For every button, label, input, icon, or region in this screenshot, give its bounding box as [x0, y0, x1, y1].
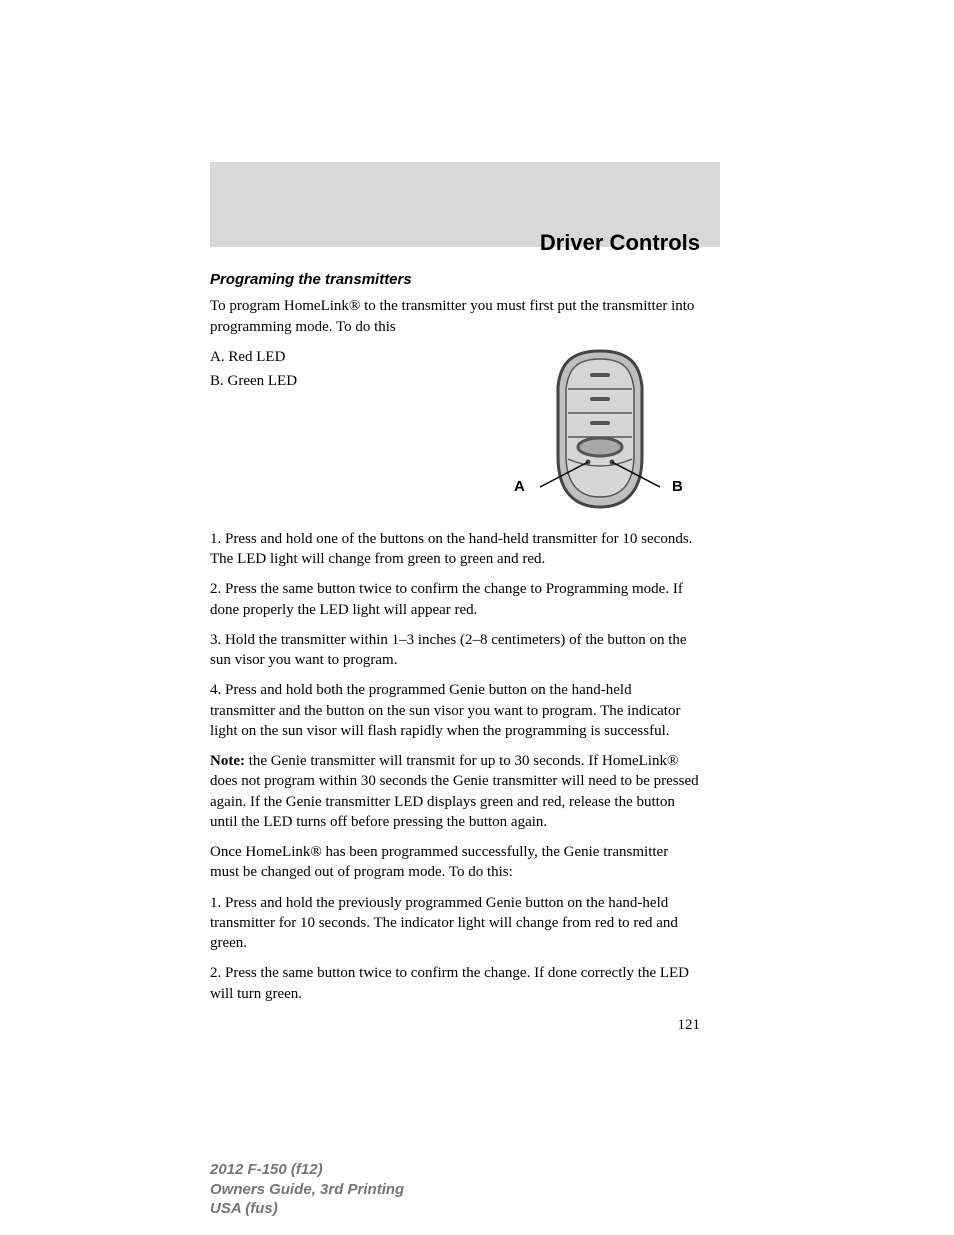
footer-line-2: Owners Guide, 3rd Printing	[210, 1180, 700, 1200]
page-number: 121	[210, 1017, 700, 1034]
step-3: 3. Hold the transmitter within 1–3 inche…	[210, 630, 700, 671]
exit-step-2: 2. Press the same button twice to confir…	[210, 963, 700, 1004]
footer-block: 2012 F-150 (f12) Owners Guide, 3rd Print…	[210, 1160, 700, 1219]
exit-step-1: 1. Press and hold the previously program…	[210, 893, 700, 954]
after-paragraph: Once HomeLink® has been programmed succe…	[210, 842, 700, 883]
step-1: 1. Press and hold one of the buttons on …	[210, 529, 700, 570]
transmitter-diagram: A B	[500, 347, 700, 517]
subheading: Programing the transmitters	[210, 270, 700, 290]
step-4: 4. Press and hold both the programmed Ge…	[210, 680, 700, 741]
led-b-label: B. Green LED	[210, 371, 490, 391]
led-legend: A. Red LED B. Green LED	[210, 347, 490, 517]
footer-line-3: USA (fus)	[210, 1199, 700, 1219]
footer-code2: (fus)	[245, 1200, 278, 1217]
diagram-label-b: B	[672, 477, 683, 497]
note-text: the Genie transmitter will transmit for …	[210, 753, 699, 830]
diagram-label-a: A	[514, 477, 525, 497]
footer-region: USA	[210, 1200, 245, 1217]
page-content: Programing the transmitters To program H…	[210, 270, 700, 1014]
footer-code1: (f12)	[291, 1161, 323, 1178]
step-2: 2. Press the same button twice to confir…	[210, 579, 700, 620]
footer-line-1: 2012 F-150 (f12)	[210, 1160, 700, 1180]
note-paragraph: Note: the Genie transmitter will transmi…	[210, 751, 700, 832]
remote-illustration	[500, 347, 700, 517]
led-and-diagram-row: A. Red LED B. Green LED	[210, 347, 700, 517]
intro-paragraph: To program HomeLink® to the transmitter …	[210, 296, 700, 337]
footer-model: 2012 F-150	[210, 1161, 291, 1178]
led-a-label: A. Red LED	[210, 347, 490, 367]
note-label: Note:	[210, 753, 245, 769]
section-title: Driver Controls	[210, 230, 700, 256]
